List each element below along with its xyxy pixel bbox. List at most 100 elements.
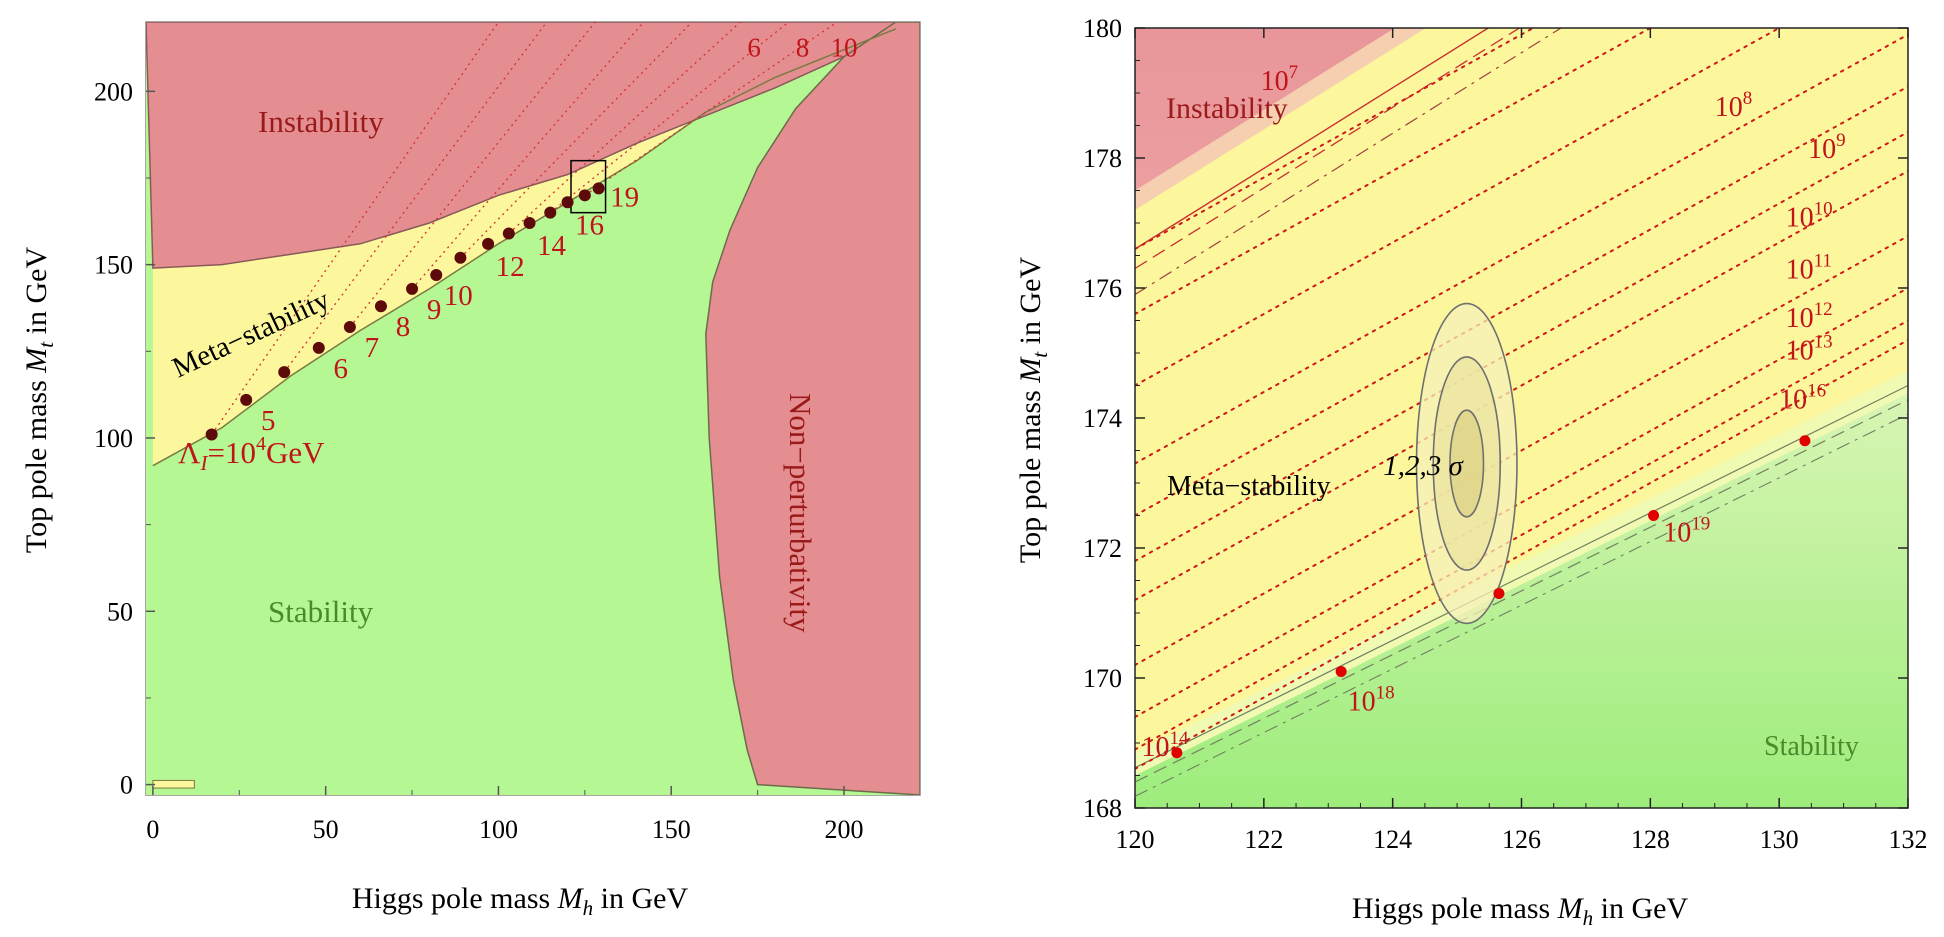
right-scale-line xyxy=(1135,170,1908,601)
left-scale-line xyxy=(411,22,645,290)
right-scale-line xyxy=(1135,287,1908,718)
left-scale-line xyxy=(459,22,693,259)
left-lambda-point xyxy=(205,428,218,441)
right-y-tick-label: 174 xyxy=(1083,404,1122,433)
right-stability-band xyxy=(1135,370,1908,776)
left-x-tick-label: 0 xyxy=(146,815,159,844)
left-nonpert-region xyxy=(705,22,920,795)
left-y-tick-label: 50 xyxy=(107,597,133,626)
right-scale-label-base: 10 xyxy=(1779,384,1807,415)
left-y-label-sub: t xyxy=(34,341,58,348)
right-scale-label-exp: 19 xyxy=(1691,514,1710,535)
right-scale-label: 1014 xyxy=(1141,728,1189,763)
right-instability-band xyxy=(1135,28,1908,210)
left-y-label-var: M xyxy=(20,346,53,374)
right-y-axis-label: Top pole mass Mt in GeV xyxy=(1014,257,1052,564)
right-scale-label-exp: 14 xyxy=(1169,728,1189,749)
right-scale-label-base: 10 xyxy=(1786,336,1814,367)
left-lambda-point xyxy=(578,189,591,202)
left-x-label-var: M xyxy=(557,882,585,915)
right-scale-label-base: 10 xyxy=(1261,66,1289,97)
right-y-label-prefix: Top pole mass xyxy=(1014,383,1047,563)
left-scale-line xyxy=(508,22,741,234)
right-stability-boundary-line xyxy=(1135,413,1908,797)
left-lambda-point xyxy=(312,341,325,354)
left-lambda-label: 6 xyxy=(334,353,349,385)
right-scale-line xyxy=(1135,33,1908,465)
left-lambda-label: 19 xyxy=(610,181,639,213)
right-stability-boundary-line xyxy=(1135,399,1908,783)
right-x-label-sub: h xyxy=(1583,906,1594,930)
left-lambda-label: 9 xyxy=(427,294,442,326)
left-lambda-label: 8 xyxy=(396,311,411,343)
right-scale-label: 1013 xyxy=(1786,332,1833,367)
left-y-tick-label: 0 xyxy=(120,771,133,800)
right-scale-label-base: 10 xyxy=(1786,303,1814,334)
right-scale-point xyxy=(1799,435,1811,447)
right-scale-label: 1016 xyxy=(1779,380,1826,415)
right-best-fit-label: 1,2,3 σ xyxy=(1383,450,1464,482)
right-scale-label: 1010 xyxy=(1786,198,1833,233)
left-x-label-sub: h xyxy=(583,896,594,920)
right-x-label-prefix: Higgs pole mass xyxy=(1352,892,1558,925)
left-top-scale-label: 6 xyxy=(747,33,761,63)
right-scale-point xyxy=(1171,747,1183,759)
lambda-exponent: 4 xyxy=(256,433,266,455)
left-x-tick-label: 200 xyxy=(824,815,863,844)
right-x-tick-label: 120 xyxy=(1116,825,1155,854)
right-scale-line xyxy=(1135,28,1782,387)
left-region-stability-label: Stability xyxy=(268,594,374,629)
left-lambda-point xyxy=(482,237,495,250)
right-x-tick-label: 128 xyxy=(1631,825,1670,854)
left-lambda-label: 5 xyxy=(261,405,276,437)
right-scale-label: 109 xyxy=(1808,130,1846,165)
right-stability-region xyxy=(1135,393,1908,808)
left-lambda-point xyxy=(454,251,467,264)
left-lambda-first-label: ΛI=104GeV xyxy=(178,433,325,475)
left-y-tick-label: 100 xyxy=(94,424,133,453)
right-x-label-var: M xyxy=(1557,892,1585,925)
left-lambda-point xyxy=(240,393,253,406)
left-x-axis-label: Higgs pole mass Mh in GeV xyxy=(352,882,689,920)
right-scale-label-exp: 8 xyxy=(1743,88,1753,109)
left-lambda-point xyxy=(592,182,605,195)
left-inset-box xyxy=(570,159,607,214)
right-y-tick-label: 168 xyxy=(1083,794,1122,823)
left-region-nonpert-label: Non−perturbativity xyxy=(783,393,818,633)
right-scale-label-exp: 9 xyxy=(1836,130,1846,151)
right-x-tick-label: 126 xyxy=(1502,825,1541,854)
right-scale-label-base: 10 xyxy=(1786,254,1814,285)
right-scale-label: 108 xyxy=(1715,88,1753,123)
left-y-tick-label: 200 xyxy=(94,77,133,106)
right-y-tick-label: 180 xyxy=(1083,14,1122,43)
right-confidence-ellipse xyxy=(1449,409,1485,518)
right-scale-line xyxy=(1135,319,1908,751)
left-region-instability-label: Instability xyxy=(258,104,384,139)
right-x-tick-label: 130 xyxy=(1760,825,1799,854)
left-lambda-point xyxy=(430,269,443,282)
right-scale-label-base: 10 xyxy=(1141,732,1169,763)
left-scale-line xyxy=(283,22,548,373)
right-scale-label-exp: 18 xyxy=(1376,683,1395,704)
right-x-label-suffix: in GeV xyxy=(1593,892,1688,925)
left-lambda-label: 7 xyxy=(365,332,380,364)
right-scale-line xyxy=(1135,131,1908,562)
left-x-label-prefix: Higgs pole mass xyxy=(352,882,558,915)
right-instability-boundary-line xyxy=(1135,28,1521,270)
right-y-label-suffix: in GeV xyxy=(1014,257,1047,352)
lambda-equals: =10 xyxy=(207,435,255,470)
left-bottom-strip xyxy=(152,779,195,789)
right-scale-point xyxy=(1648,510,1660,521)
left-x-tick-label: 150 xyxy=(652,815,691,844)
left-lambda-point xyxy=(523,217,536,230)
left-lambda-point xyxy=(561,196,574,209)
right-x-tick-label: 124 xyxy=(1373,825,1412,854)
left-y-label-prefix: Top pole mass xyxy=(20,373,53,553)
left-lambda-point xyxy=(502,227,515,240)
right-y-tick-label: 178 xyxy=(1083,144,1122,173)
left-y-axis-label: Top pole mass Mt in GeV xyxy=(20,247,58,554)
right-region-instability-label: Instability xyxy=(1166,92,1288,125)
right-y-tick-label: 170 xyxy=(1083,664,1122,693)
right-y-label-sub: t xyxy=(1028,351,1052,358)
